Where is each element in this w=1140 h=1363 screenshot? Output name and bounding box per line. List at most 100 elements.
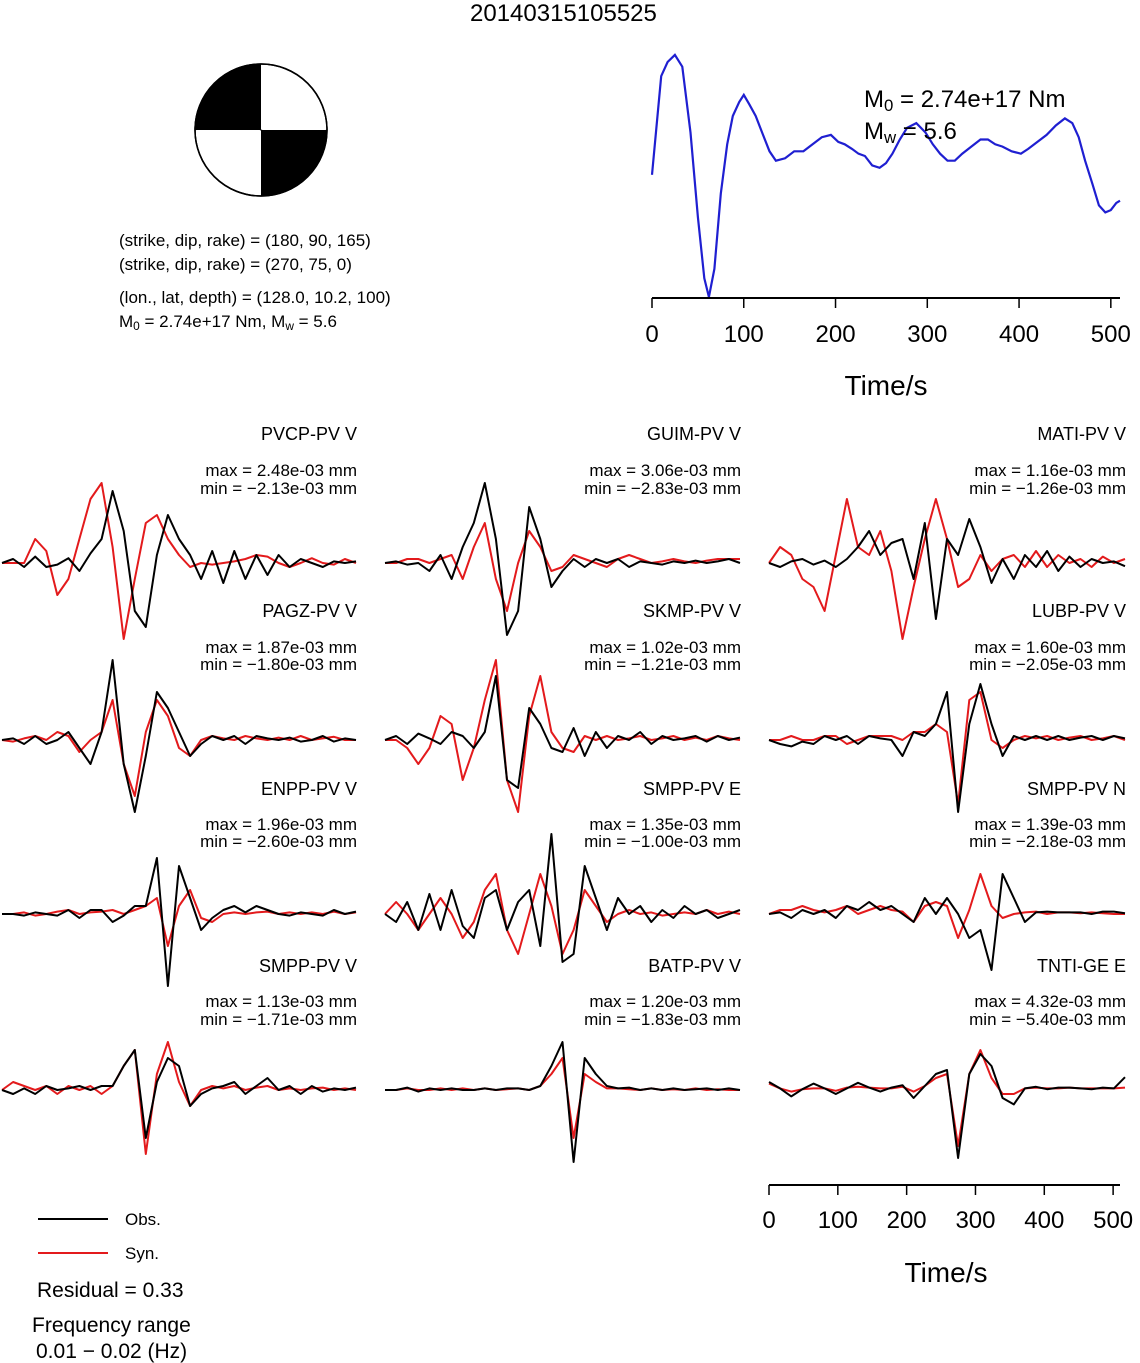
obs-waveform <box>768 518 1126 620</box>
info-location-line: (lon., lat, depth) = (128.0, 10.2, 100) <box>119 288 391 307</box>
wave-x-axis-label: Time/s <box>905 1257 988 1288</box>
station-min-label: min = −5.40e-03 mm <box>969 1010 1126 1029</box>
station-max-label: max = 3.06e-03 mm <box>589 461 741 480</box>
station-min-label: min = −2.60e-03 mm <box>200 832 357 851</box>
wave-x-tick-label: 400 <box>1024 1207 1064 1234</box>
stf-x-tick-label: 400 <box>999 321 1039 348</box>
syn-waveform <box>2 889 357 947</box>
station-max-label: max = 2.48e-03 mm <box>205 461 357 480</box>
obs-waveform <box>2 857 357 987</box>
beachball-quadrant-se <box>261 130 327 196</box>
station-label: BATP-PV V <box>648 956 741 976</box>
station-max-label: max = 1.13e-03 mm <box>205 992 357 1011</box>
syn-waveform <box>1 699 356 797</box>
frequency-range-value: 0.01 − 0.02 (Hz) <box>36 1340 188 1363</box>
syn-waveform <box>2 482 357 640</box>
station-max-label: max = 1.87e-03 mm <box>205 638 357 657</box>
stf-x-tick-label: 300 <box>907 321 947 348</box>
station-max-label: max = 4.32e-03 mm <box>974 992 1126 1011</box>
beachball-border <box>194 63 328 197</box>
station-min-label: min = −1.26e-03 mm <box>969 479 1126 498</box>
station-label: SMPP-PV E <box>643 779 741 799</box>
obs-waveform <box>768 1053 1126 1159</box>
station-max-label: max = 1.35e-03 mm <box>589 815 741 834</box>
legend-syn-label: Syn. <box>125 1244 160 1263</box>
nodal-plane-curve <box>194 122 328 138</box>
station-label: SKMP-PV V <box>643 601 741 621</box>
legend-obs-label: Obs. <box>125 1210 161 1229</box>
station-min-label: min = −1.21e-03 mm <box>584 655 741 674</box>
syn-waveform <box>768 873 1125 939</box>
info-mw-symbol: M <box>271 312 286 331</box>
info-strike-line-1: (strike, dip, rake) = (180, 90, 165) <box>119 231 371 250</box>
stf-m0-symbol: M <box>864 86 884 113</box>
station-max-label: max = 1.96e-03 mm <box>205 815 357 834</box>
stf-mw-label: Mw = 5.6 <box>864 118 957 148</box>
stf-mw-value: = 5.6 <box>896 118 957 145</box>
syn-waveform <box>768 1049 1126 1147</box>
station-label: TNTI-GE E <box>1037 956 1126 976</box>
wave-x-tick-label: 100 <box>818 1207 858 1234</box>
info-mw-value: = 5.6 <box>293 312 337 331</box>
wave-x-tick-label: 200 <box>887 1207 927 1234</box>
station-min-label: min = −1.00e-03 mm <box>584 832 741 851</box>
obs-waveform <box>385 1041 741 1163</box>
stf-mw-sub: w <box>884 128 897 148</box>
station-max-label: max = 1.60e-03 mm <box>974 638 1126 657</box>
info-m0-value: = 2.74e+17 Nm, <box>139 312 272 331</box>
station-label: SMPP-PV N <box>1027 779 1126 799</box>
obs-waveform <box>384 833 741 963</box>
info-mw-sub: w <box>285 318 294 333</box>
station-min-label: min = −1.83e-03 mm <box>584 1010 741 1029</box>
wave-x-tick-label: 300 <box>955 1207 995 1234</box>
obs-waveform <box>1 659 357 813</box>
stf-x-tick-label: 0 <box>645 321 658 348</box>
syn-waveform <box>384 873 741 955</box>
residual-label: Residual = 0.33 <box>37 1279 184 1302</box>
info-moment-line: M0 = 2.74e+17 Nm, Mw = 5.6 <box>119 312 337 333</box>
waveform-time-axis: 0 100 200 300 400 500 Time/s <box>762 1184 1133 1288</box>
stf-line <box>650 53 1121 298</box>
station-min-label: min = −1.80e-03 mm <box>200 655 357 674</box>
obs-waveform <box>1 1049 357 1139</box>
beachball-quadrant-nw <box>195 64 261 130</box>
obs-waveform <box>768 873 1126 971</box>
obs-waveform <box>1 490 357 628</box>
frequency-range-label: Frequency range <box>32 1314 191 1337</box>
info-m0-sub: 0 <box>133 318 140 333</box>
station-label: LUBP-PV V <box>1032 601 1126 621</box>
obs-waveform <box>384 482 741 636</box>
syn-waveform <box>385 522 740 612</box>
stf-m0-value: = 2.74e+17 Nm <box>893 86 1066 113</box>
station-max-label: max = 1.16e-03 mm <box>974 461 1126 480</box>
station-min-label: min = −2.18e-03 mm <box>969 832 1126 851</box>
syn-waveform <box>385 1057 740 1139</box>
stf-m0-sub: 0 <box>884 96 894 116</box>
station-min-label: min = −2.13e-03 mm <box>200 479 357 498</box>
legend-lines <box>38 1218 108 1254</box>
stf-x-axis-label: Time/s <box>845 370 928 401</box>
station-max-label: max = 1.02e-03 mm <box>589 638 741 657</box>
figure-title: 20140315105525 <box>470 0 657 27</box>
obs-waveform <box>384 675 741 789</box>
station-label: SMPP-PV V <box>259 956 357 976</box>
stf-m0-label: M0 = 2.74e+17 Nm <box>864 86 1066 116</box>
beachball <box>194 63 328 197</box>
stf-x-tick-label: 100 <box>724 321 764 348</box>
stf-x-tick-label: 200 <box>816 321 856 348</box>
stf-mw-symbol: M <box>864 118 884 145</box>
station-label: ENPP-PV V <box>261 779 357 799</box>
